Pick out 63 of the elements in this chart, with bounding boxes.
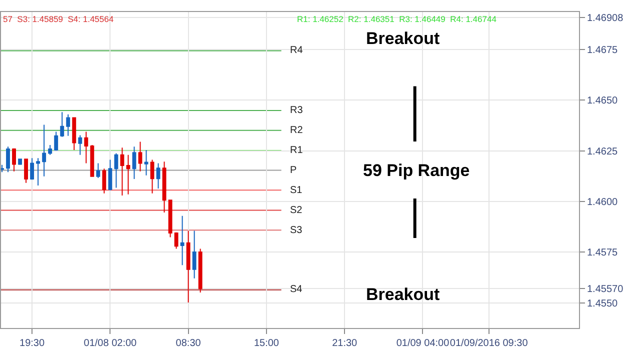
candlestick (30, 158, 34, 180)
y-tick-label: 1.4625 (587, 146, 618, 158)
candlestick (132, 146, 136, 180)
ref-line-label: R1 (290, 145, 304, 156)
candlestick (168, 200, 172, 238)
ref-line-label: R3 (290, 105, 304, 116)
ref-line-label: S1 (290, 185, 303, 196)
candlestick (174, 232, 178, 250)
y-tick-label: 1.4550 (587, 298, 618, 310)
annotation: 59 Pip Range (363, 161, 470, 180)
annotation: R1: 1.46252 R2: 1.46351 R3: 1.46449 R4: 1.46744 (297, 14, 497, 24)
candlestick (72, 117, 76, 151)
x-tick-label: 08:30 (176, 338, 202, 349)
candlestick (84, 131, 88, 164)
y-tick-label: 1.45570 (587, 284, 624, 296)
candlestick (36, 158, 40, 186)
ref-line-label: R4 (290, 45, 304, 56)
candlestick (102, 168, 106, 194)
candlestick (126, 154, 130, 195)
y-tick-label: 1.4650 (587, 96, 618, 107)
candlestick (24, 158, 28, 184)
candlestick (192, 230, 196, 279)
annotation: Breakout (366, 29, 440, 48)
ref-line-label: S4 (290, 284, 303, 295)
candlestick (198, 248, 202, 294)
candlestick (78, 134, 82, 156)
x-tick-label: 01/08 02:00 (84, 338, 138, 349)
x-tick-label: 01/09/2016 09:30 (450, 338, 528, 349)
candlestick (66, 114, 70, 136)
candlestick (150, 159, 154, 194)
candlestick (18, 158, 22, 166)
ref-line-label: S2 (290, 205, 303, 216)
candlestick (180, 215, 184, 266)
x-tick-label: 01/09 04:00 (396, 338, 450, 349)
x-tick-label: 15:00 (254, 338, 280, 349)
candlestick (108, 159, 112, 191)
ref-line-label: S3 (290, 225, 303, 236)
x-tick-label: 19:30 (20, 338, 45, 349)
candlestick (42, 124, 46, 177)
candlestick (156, 162, 160, 190)
candlestick (12, 148, 16, 172)
candlestick (186, 230, 190, 303)
y-tick-label: 1.46908 (587, 12, 624, 24)
candlestick (90, 144, 94, 177)
annotation: 57 S3: 1.45859 S4: 1.45564 (3, 14, 114, 24)
ref-line-label: R2 (290, 125, 304, 136)
candlestick (138, 141, 142, 172)
candlestick (162, 161, 166, 213)
candlestick (96, 162, 100, 179)
candlestick (60, 112, 64, 138)
candlestick (120, 147, 124, 196)
y-tick-label: 1.4575 (587, 248, 618, 259)
candlestick (1, 164, 4, 173)
candlestick (144, 150, 148, 176)
annotation: Breakout (366, 285, 440, 304)
y-tick-label: 1.4600 (587, 197, 618, 208)
candlestick (54, 131, 58, 152)
candlestick (6, 146, 10, 173)
candlestick (48, 144, 52, 156)
x-tick-label: 21:30 (332, 338, 358, 349)
ref-line-label: P (290, 165, 297, 176)
candlestick (114, 152, 118, 188)
y-tick-label: 1.4675 (587, 45, 618, 56)
